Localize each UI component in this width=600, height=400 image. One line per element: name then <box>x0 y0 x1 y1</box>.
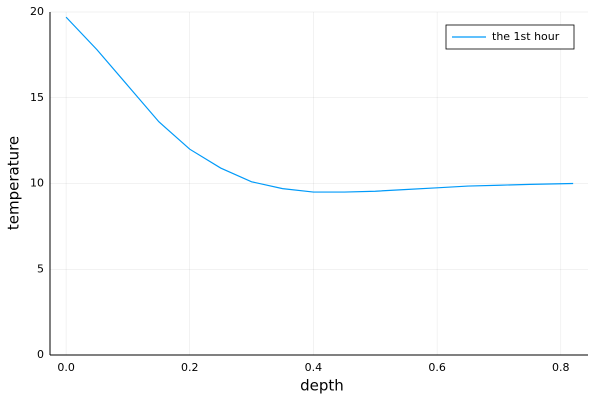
x-tick-label: 0.0 <box>57 361 75 374</box>
x-tick-label: 0.4 <box>305 361 323 374</box>
x-tick-label: 0.8 <box>552 361 570 374</box>
legend-label: the 1st hour <box>492 30 560 43</box>
x-axis-label: depth <box>300 377 344 395</box>
y-tick-label: 5 <box>37 262 44 275</box>
y-axis-label: temperature <box>5 136 23 230</box>
y-tick-label: 20 <box>30 5 44 18</box>
line <box>65 16 574 193</box>
x-tick-label: 0.2 <box>181 361 199 374</box>
x-tick-label: 0.6 <box>428 361 446 374</box>
y-tick-label: 10 <box>30 177 44 190</box>
y-tick-label: 0 <box>37 348 44 361</box>
y-tick-label: 15 <box>30 91 44 104</box>
